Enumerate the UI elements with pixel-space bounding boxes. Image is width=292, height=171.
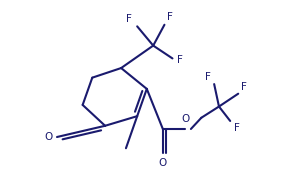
Text: F: F xyxy=(234,123,240,133)
Text: F: F xyxy=(126,14,132,24)
Text: F: F xyxy=(177,55,183,65)
Text: O: O xyxy=(181,114,190,124)
Text: F: F xyxy=(205,72,211,82)
Text: F: F xyxy=(167,12,173,22)
Text: O: O xyxy=(159,158,167,168)
Text: O: O xyxy=(45,132,53,142)
Text: F: F xyxy=(241,82,247,92)
